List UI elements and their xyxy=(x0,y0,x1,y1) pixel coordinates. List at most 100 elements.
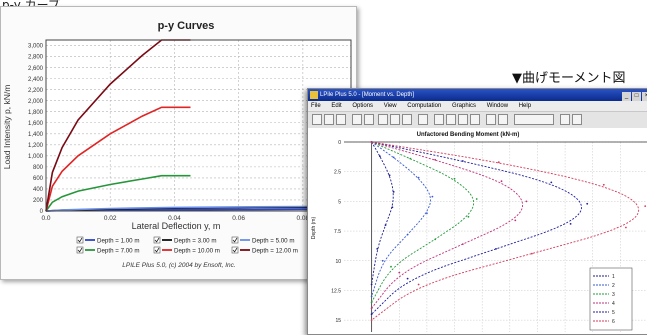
moment-point xyxy=(644,205,647,207)
moment-window-toolbar xyxy=(308,112,647,129)
moment-point xyxy=(390,265,392,268)
moment-chart: Unfactored Bending Moment (kN-m) 0 2.5 5 7.… xyxy=(308,128,647,334)
py-x-ticks: 0.0 0.02 0.04 0.06 0.08 xyxy=(41,215,309,222)
output-icon[interactable] xyxy=(418,114,428,125)
moment-point xyxy=(370,301,373,304)
menu-edit[interactable]: Edit xyxy=(331,103,342,109)
py-legend-item: Depth = 7.00 m xyxy=(76,246,139,255)
graph-moment-icon[interactable] xyxy=(446,114,456,125)
py-y-tick-label: 2,000 xyxy=(28,99,44,105)
py-curves-window: p-y Curves 0 200 400 600 800 1,000 1,200 1,400 1… xyxy=(0,6,357,280)
moment-point xyxy=(406,277,409,280)
graph-shear-icon[interactable] xyxy=(458,114,468,125)
moment-point xyxy=(434,238,437,241)
menu-view[interactable]: View xyxy=(383,103,397,109)
graph-deflection-icon[interactable] xyxy=(434,114,444,125)
maximize-icon[interactable]: □ xyxy=(632,92,641,101)
py-legend: Depth = 1.00 m Depth = 3.00 m Depth = 5.00… xyxy=(76,236,298,255)
moment-legend-label: 5 xyxy=(612,310,615,316)
legend-checkbox-icon xyxy=(231,236,239,244)
new-file-icon[interactable] xyxy=(312,114,322,125)
moment-y-tick-label: 2.5 xyxy=(334,170,341,176)
py-legend-item: Depth = 3.00 m xyxy=(153,236,216,245)
py-y-tick-label: 2,600 xyxy=(28,66,44,72)
menu-graphics[interactable]: Graphics xyxy=(452,103,477,109)
moment-legend-label: 6 xyxy=(612,319,615,325)
pile-icon[interactable] xyxy=(364,114,374,125)
moment-window-titlebar[interactable]: LPile Plus 5.0 - [Moment vs. Depth] _□× xyxy=(308,89,647,101)
moment-legend-label: 3 xyxy=(612,292,615,298)
py-legend-label: Depth = 1.00 m xyxy=(97,238,139,245)
moment-y-tick-label: 12.5 xyxy=(331,288,341,294)
py-y-tick-label: 1,600 xyxy=(28,121,44,127)
moment-y-tick-label: 7.5 xyxy=(334,229,341,235)
window-controls: _□× xyxy=(621,90,647,101)
moment-series-line-6 xyxy=(371,141,639,321)
menu-options[interactable]: Options xyxy=(352,103,374,109)
moment-point xyxy=(370,319,373,321)
moment-y-tick-label: 5 xyxy=(338,199,341,205)
py-curves-chart: p-y Curves 0 200 400 600 800 1,000 1,200 1,400 1… xyxy=(2,20,352,269)
py-legend-item: Depth = 1.00 m xyxy=(76,236,139,245)
graph-py-icon[interactable] xyxy=(470,114,480,125)
check-icon xyxy=(232,247,238,253)
legend-checkbox-icon xyxy=(153,236,161,244)
moment-point xyxy=(500,180,503,183)
py-y-tick-label: 200 xyxy=(33,198,44,204)
py-legend-item: Depth = 10.00 m xyxy=(153,246,220,255)
moment-series-line-5 xyxy=(371,141,582,315)
py-x-axis-label: Lateral Deflection y, m xyxy=(132,221,221,231)
moment-point xyxy=(392,156,395,159)
menu-window[interactable]: Window xyxy=(486,103,509,109)
moment-series-line-3 xyxy=(371,141,475,303)
py-legend-label: Depth = 10.00 m xyxy=(174,248,220,255)
py-footer-credit: LPILE Plus 5.0, (c) 2004 by Ensoft, Inc. xyxy=(122,262,236,269)
moment-diagram-caption: ▼曲げモーメント図 xyxy=(512,71,626,86)
graph-selector-dropdown[interactable] xyxy=(514,114,554,125)
open-file-icon[interactable] xyxy=(324,114,334,125)
moment-chart-title: Unfactored Bending Moment (kN-m) xyxy=(417,132,520,138)
py-y-tick-label: 2,200 xyxy=(28,88,44,94)
help-icon[interactable] xyxy=(352,114,362,125)
menu-file[interactable]: File xyxy=(311,103,321,109)
py-y-ticks: 0 200 400 600 800 1,000 1,200 1,400 1,600 1,800 2,… xyxy=(28,44,44,215)
py-y-tick-label: 3,000 xyxy=(28,44,44,50)
moment-point xyxy=(475,198,478,200)
py-x-tick-label: 0.04 xyxy=(168,215,181,222)
moment-window-menubar: File Edit Options View Computation Graph… xyxy=(308,101,647,112)
moment-point xyxy=(417,283,420,286)
menu-computation[interactable]: Computation xyxy=(407,103,442,109)
py-legend-label: Depth = 12.00 m xyxy=(252,248,298,255)
moment-diagram-window: LPile Plus 5.0 - [Moment vs. Depth] _□× … xyxy=(307,88,647,335)
moment-y-ticks: 0 2.5 5 7.5 10 12.5 15 xyxy=(331,140,341,324)
menu-help[interactable]: Help xyxy=(518,103,532,109)
moment-point xyxy=(381,259,384,262)
legend-checkbox-icon xyxy=(76,246,84,254)
moment-legend-box xyxy=(589,267,633,331)
moment-point xyxy=(453,177,456,180)
run-icon[interactable] xyxy=(402,114,412,125)
py-y-tick-label: 2,800 xyxy=(28,55,44,61)
moment-legend: 1 2 3 4 5 6 xyxy=(589,267,633,331)
moment-point xyxy=(461,160,464,162)
print-icon[interactable] xyxy=(560,114,570,125)
close-icon[interactable]: × xyxy=(642,92,647,101)
minimize-icon[interactable]: _ xyxy=(622,92,631,101)
soil-icon[interactable] xyxy=(378,114,388,125)
save-icon[interactable] xyxy=(336,114,346,125)
copy-icon[interactable] xyxy=(572,114,582,125)
check-icon xyxy=(154,237,160,243)
graph-option-icon[interactable] xyxy=(486,114,496,125)
moment-point xyxy=(409,157,412,160)
legend-checkbox-icon xyxy=(76,236,84,244)
moment-point xyxy=(550,181,553,184)
moment-series-line-2 xyxy=(371,141,431,297)
py-legend-label: Depth = 3.00 m xyxy=(174,238,216,245)
load-icon[interactable] xyxy=(390,114,400,125)
moment-point xyxy=(467,215,470,218)
py-series-lines xyxy=(45,39,352,212)
check-icon xyxy=(77,237,83,243)
moment-point xyxy=(370,283,373,286)
graph-option2-icon[interactable] xyxy=(498,114,508,125)
moment-series-lines xyxy=(370,141,647,321)
